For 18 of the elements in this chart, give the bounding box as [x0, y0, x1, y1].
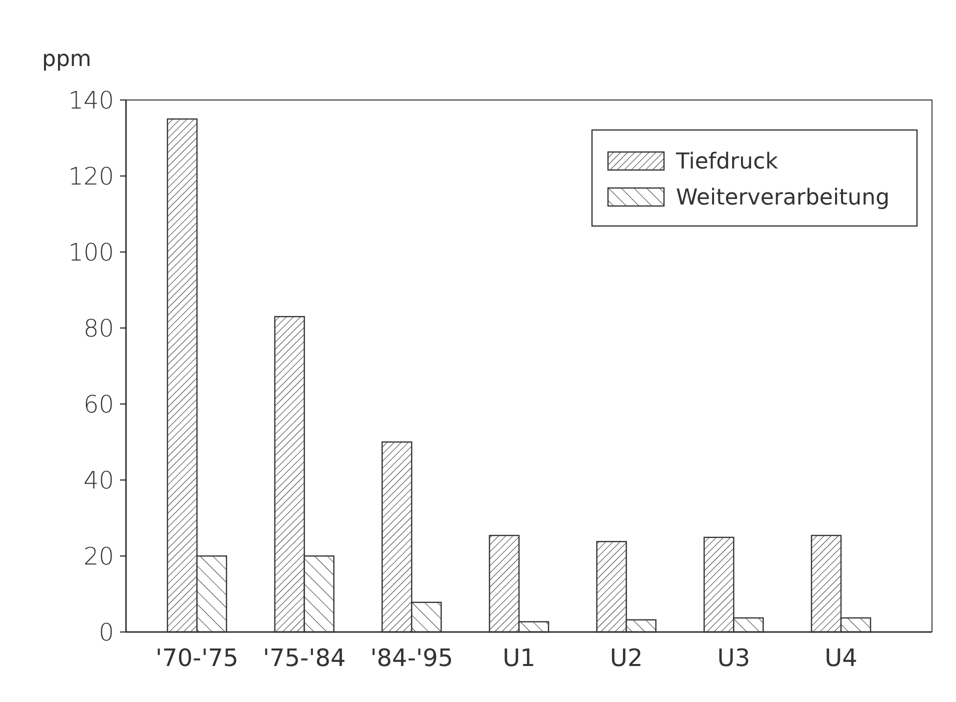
x-tick-label: U2 — [610, 644, 643, 672]
x-tick-label: U3 — [717, 644, 750, 672]
legend-label: Tiefdruck — [675, 150, 778, 175]
y-tick-label: 100 — [68, 238, 114, 266]
y-tick-label: 40 — [83, 466, 114, 494]
legend-label: Weiterverarbeitung — [676, 186, 890, 211]
y-tick-label: 0 — [98, 618, 114, 646]
y-axis-title: ppm — [42, 47, 92, 72]
y-tick-label: 140 — [68, 86, 114, 114]
x-tick-label: '84-'95 — [370, 644, 454, 672]
y-tick-label: 120 — [68, 162, 114, 190]
x-tick-label: U4 — [824, 644, 858, 672]
y-tick-label: 60 — [83, 390, 114, 418]
x-tick-label: U1 — [502, 644, 536, 672]
y-tick-label: 20 — [83, 542, 114, 570]
x-tick-label: '75-'84 — [262, 644, 346, 672]
y-tick-label: 80 — [83, 314, 114, 342]
x-tick-label: '70-'75 — [156, 644, 238, 672]
